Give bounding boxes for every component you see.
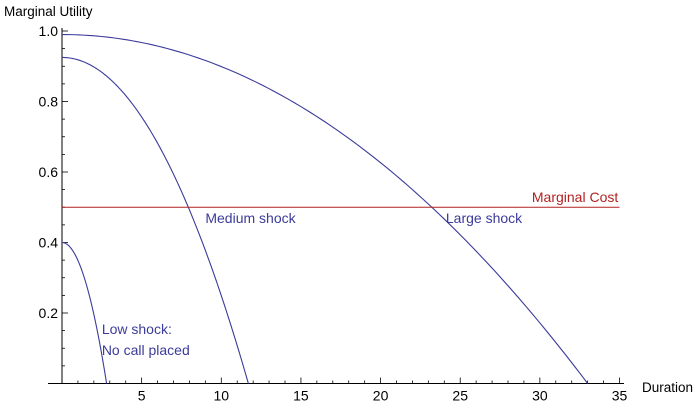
annotation-label: Medium shock bbox=[205, 210, 296, 226]
ticks: 5 10 15 20 25 30 35 0.2 0.4 0.6 0.8 1.0 bbox=[39, 23, 628, 404]
x-axis-label: Duration bbox=[642, 380, 693, 395]
x-tick-label: 15 bbox=[293, 388, 309, 404]
large-shock-curve bbox=[61, 33, 589, 384]
y-tick-label: 0.8 bbox=[39, 94, 59, 110]
x-tick-label: 30 bbox=[532, 388, 548, 404]
annotations: Marginal Cost Medium shock Large shock Low … bbox=[102, 189, 619, 358]
x-tick-label: 20 bbox=[373, 388, 389, 404]
annotation-label: Marginal Cost bbox=[532, 189, 618, 205]
x-tick-label: 5 bbox=[138, 388, 146, 404]
x-tick-label: 10 bbox=[213, 388, 229, 404]
x-tick-label: 35 bbox=[612, 388, 628, 404]
y-axis-label: Marginal Utility bbox=[4, 4, 93, 19]
x-tick-label: 25 bbox=[452, 388, 468, 404]
axes bbox=[48, 28, 624, 384]
y-tick-label: 0.2 bbox=[39, 305, 59, 321]
series bbox=[61, 33, 620, 384]
medium-shock-curve bbox=[61, 56, 249, 384]
annotation-label: Large shock bbox=[446, 210, 523, 226]
y-tick-label: 0.6 bbox=[39, 164, 59, 180]
low-shock-no-call-placed-curve bbox=[61, 241, 108, 384]
annotation-label: Low shock: No call placed bbox=[102, 321, 190, 358]
y-tick-label: 1.0 bbox=[39, 23, 59, 39]
y-tick-label: 0.4 bbox=[39, 235, 59, 251]
